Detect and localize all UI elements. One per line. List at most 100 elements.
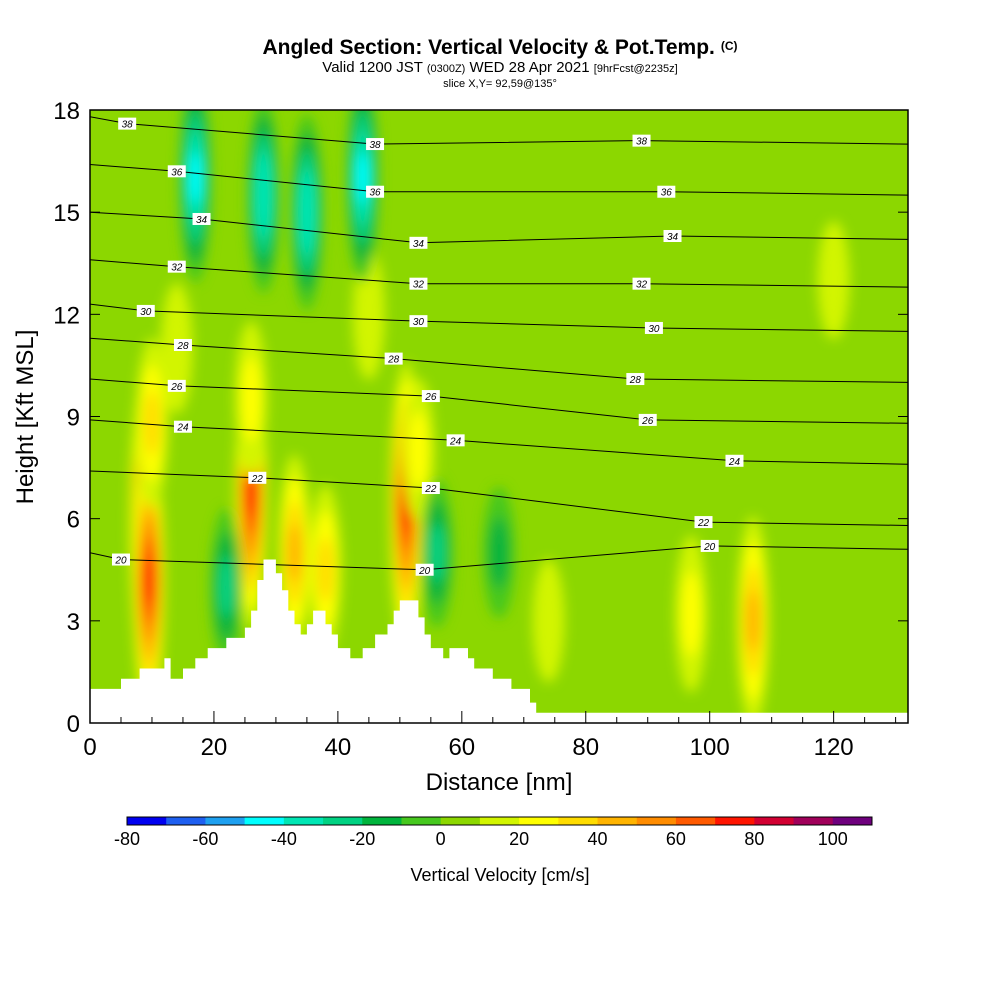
contour-label-box [409, 277, 428, 290]
colorbar-swatch [715, 817, 755, 825]
velocity-cell [746, 590, 761, 652]
contour-label-box [167, 260, 186, 273]
colorbar-tick-label: -40 [271, 829, 297, 849]
contour-label: 38 [122, 120, 134, 131]
colorbar-swatch [323, 817, 363, 825]
contour-label: 22 [697, 518, 710, 529]
contour-label-box [366, 138, 385, 151]
contour-label-box [167, 379, 186, 392]
x-tick-label: 120 [814, 734, 854, 761]
velocity-cell [317, 537, 334, 603]
colorbar-swatch [636, 817, 677, 825]
contour-label-box [192, 212, 211, 225]
colorbar-tick-label: 20 [509, 829, 529, 849]
contour-label: 38 [369, 140, 381, 151]
contour-label-box [111, 553, 130, 566]
contour-label: 20 [114, 556, 127, 567]
terrain-mask [90, 559, 908, 723]
contour-label: 20 [418, 566, 431, 577]
colorbar-label: Vertical Velocity [cm/s] [410, 865, 589, 885]
x-tick-label: 100 [690, 734, 730, 761]
x-tick-label: 60 [448, 734, 475, 761]
y-tick-label: 6 [67, 507, 80, 534]
y-tick-label: 9 [67, 405, 80, 432]
colorbar-swatch [832, 817, 873, 825]
colorbar-swatch [205, 817, 246, 825]
velocity-background [90, 110, 908, 723]
contour-label-box [136, 304, 155, 317]
contour-label-box [118, 117, 137, 130]
x-tick-label: 0 [83, 734, 96, 761]
x-tick-label: 40 [325, 734, 352, 761]
colorbar-tick-label: -80 [114, 829, 140, 849]
contour-label-box [657, 185, 676, 198]
colorbar-tick-label: 100 [818, 829, 848, 849]
contour-label-box [167, 165, 186, 178]
contour-label: 24 [176, 423, 189, 434]
contour-label-box [409, 236, 428, 249]
slice-label: slice X,Y= 92,59@135° [443, 78, 557, 90]
contour-label-box [632, 277, 651, 290]
colorbar-swatch [597, 817, 638, 825]
colorbar-tick-label: -60 [192, 829, 218, 849]
contour-label-box [632, 134, 651, 147]
contour-label: 26 [424, 392, 437, 403]
contour-label-box [663, 230, 682, 243]
contour-label: 36 [171, 167, 183, 178]
velocity-cell [188, 152, 202, 204]
contour-label-box [248, 471, 267, 484]
contour-label: 22 [251, 474, 264, 485]
contour-label: 28 [629, 375, 642, 386]
x-tick-label: 80 [572, 734, 599, 761]
contour-label: 28 [387, 355, 400, 366]
colorbar-swatch [401, 817, 442, 825]
contour-label-box [446, 434, 465, 447]
colorbar-swatch [362, 817, 402, 825]
contour-label: 34 [413, 239, 425, 250]
velocity-cell [408, 411, 429, 490]
colorbar-swatch [283, 817, 324, 825]
contour-label: 24 [449, 436, 462, 447]
contour-label: 34 [667, 232, 679, 243]
colorbar-swatch [166, 817, 206, 825]
contour-label: 32 [171, 263, 183, 274]
velocity-cell [532, 559, 565, 683]
colorbar-swatch [793, 817, 834, 825]
contour-label: 28 [176, 341, 189, 352]
contour-label: 36 [369, 188, 381, 199]
contour-label-box [725, 454, 744, 467]
y-tick-label: 3 [67, 609, 80, 636]
velocity-cell [143, 555, 155, 605]
colorbar-swatch [127, 817, 167, 825]
velocity-cell [143, 391, 160, 456]
contour-label-box [421, 390, 440, 403]
y-tick-label: 15 [53, 200, 80, 227]
contour-label-box [638, 413, 657, 426]
velocity-cell [681, 571, 702, 657]
velocity-cell [241, 357, 262, 442]
colorbar-swatch [479, 817, 520, 825]
x-axis-label: Distance [nm] [426, 769, 573, 796]
colorbar-swatch [675, 817, 716, 825]
velocity-cell [218, 556, 235, 617]
contour-label: 30 [140, 307, 152, 318]
colorbar-tick-label: 60 [666, 829, 686, 849]
velocity-cell [489, 516, 509, 589]
contour-label: 24 [728, 457, 741, 468]
y-tick-label: 12 [53, 302, 80, 329]
contour-label-box [421, 482, 440, 495]
contour-label: 30 [413, 317, 425, 328]
x-tick-label: 20 [201, 734, 228, 761]
colorbar-tick-label: -20 [349, 829, 375, 849]
contour-label-box [173, 420, 192, 433]
colorbar-swatch [440, 817, 481, 825]
contour-label: 38 [636, 137, 648, 148]
contour-label-box [384, 352, 403, 365]
velocity-cell [817, 221, 850, 340]
contour-label-box [366, 185, 385, 198]
contour-label-box [415, 563, 434, 576]
contour-label: 32 [636, 280, 648, 291]
contour-label-box [644, 321, 663, 334]
contour-label: 36 [661, 188, 673, 199]
